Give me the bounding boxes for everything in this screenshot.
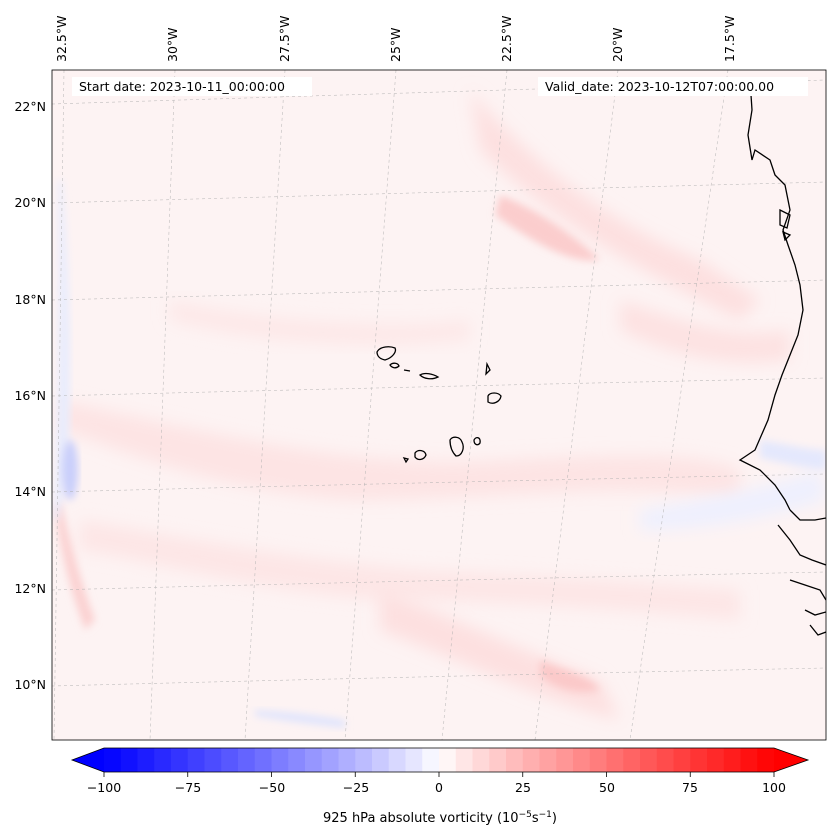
colorbar-tick-label: 25 — [515, 780, 531, 795]
colorbar-cell — [221, 748, 239, 772]
colorbar-cell — [455, 748, 474, 772]
lon-tick: 27.5°W — [277, 16, 292, 62]
lon-tick: 20°W — [610, 27, 625, 62]
coastline — [738, 79, 826, 636]
map-panel: Start date: 2023-10-11_00:00:00 Valid_da… — [52, 70, 826, 740]
colorbar-tick-label: 75 — [682, 780, 698, 795]
colorbar-cell — [623, 748, 641, 772]
colorbar-min-arrow — [72, 748, 104, 772]
colorbar-cell — [422, 748, 440, 772]
colorbar-cell — [321, 748, 340, 772]
colorbar-cell — [154, 748, 172, 772]
colorbar-cells — [104, 748, 775, 772]
gridlines — [52, 70, 826, 740]
colorbar-cell — [254, 748, 273, 772]
lon-tick: 30°W — [165, 27, 180, 62]
colorbar-cell — [640, 748, 658, 772]
colorbar-tick-label: −75 — [175, 780, 201, 795]
lon-tick: 22.5°W — [499, 16, 514, 62]
colorbar-cell — [472, 748, 490, 772]
colorbar-cell — [439, 748, 457, 772]
lat-tick: 10°N — [14, 677, 46, 692]
lat-tick: 14°N — [14, 484, 46, 499]
colorbar-cell — [539, 748, 557, 772]
colorbar-cell — [288, 748, 306, 772]
colorbar-cell — [573, 748, 591, 772]
colorbar-cell — [522, 748, 541, 772]
lat-tick: 22°N — [14, 99, 46, 114]
colorbar-cell — [757, 748, 775, 772]
colorbar-tick-label: −50 — [259, 780, 285, 795]
lat-tick: 18°N — [14, 292, 46, 307]
colorbar-cell — [506, 748, 524, 772]
colorbar-cell — [372, 748, 390, 772]
valid-date-label: Valid_date: 2023-10-12T07:00:00.00 — [545, 79, 774, 94]
colorbar-cell — [723, 748, 742, 772]
colorbar-tick-label: −100 — [87, 780, 121, 795]
colorbar-cell — [238, 748, 256, 772]
colorbar-cell — [204, 748, 222, 772]
lat-axis: 22°N 20°N 18°N 16°N 14°N 12°N 10°N — [14, 99, 46, 692]
colorbar-cell — [606, 748, 624, 772]
colorbar-cell — [187, 748, 206, 772]
valid-date-box — [538, 77, 808, 96]
colorbar-ticks — [103, 772, 775, 777]
colorbar-tick-label: 100 — [762, 780, 786, 795]
colorbar-cell — [673, 748, 691, 772]
colorbar-tick-labels: −100 −75 −50 −25 0 25 50 75 100 — [87, 780, 786, 795]
lon-tick: 17.5°W — [722, 16, 737, 62]
colorbar-cell — [120, 748, 139, 772]
lon-axis: 32.5°W 30°W 27.5°W 25°W 22.5°W 20°W 17.5… — [54, 16, 737, 62]
map-frame — [51, 69, 827, 741]
lat-tick: 20°N — [14, 195, 46, 210]
colorbar-tick-label: 50 — [599, 780, 615, 795]
colorbar-cell — [137, 748, 155, 772]
vorticity-contours — [54, 90, 826, 728]
colorbar-cell — [405, 748, 423, 772]
lat-tick: 12°N — [14, 581, 46, 596]
colorbar-max-arrow — [774, 748, 808, 772]
colorbar-cell — [556, 748, 574, 772]
cape-verde-islands — [376, 346, 502, 464]
colorbar-cell — [656, 748, 675, 772]
colorbar-cell — [171, 748, 189, 772]
colorbar-cell — [355, 748, 373, 772]
colorbar-cell — [489, 748, 507, 772]
colorbar-cell — [338, 748, 356, 772]
colorbar-cell — [740, 748, 758, 772]
colorbar-label: 925 hPa absolute vorticity (10−5s−1) — [323, 810, 557, 826]
colorbar-tick-label: 0 — [435, 780, 443, 795]
colorbar-cell — [271, 748, 289, 772]
colorbar-cell — [707, 748, 725, 772]
colorbar-cell — [690, 748, 708, 772]
colorbar-cell — [104, 748, 122, 772]
colorbar-tick-label: −25 — [343, 780, 369, 795]
colorbar-cell — [589, 748, 608, 772]
colorbar: −100 −75 −50 −25 0 25 50 75 100 925 hPa … — [70, 747, 810, 826]
lon-tick: 25°W — [388, 27, 403, 62]
start-date-box — [72, 77, 312, 96]
lon-tick: 32.5°W — [54, 16, 69, 62]
colorbar-cell — [388, 748, 407, 772]
lat-tick: 16°N — [14, 388, 46, 403]
colorbar-cell — [305, 748, 323, 772]
start-date-label: Start date: 2023-10-11_00:00:00 — [79, 79, 285, 94]
